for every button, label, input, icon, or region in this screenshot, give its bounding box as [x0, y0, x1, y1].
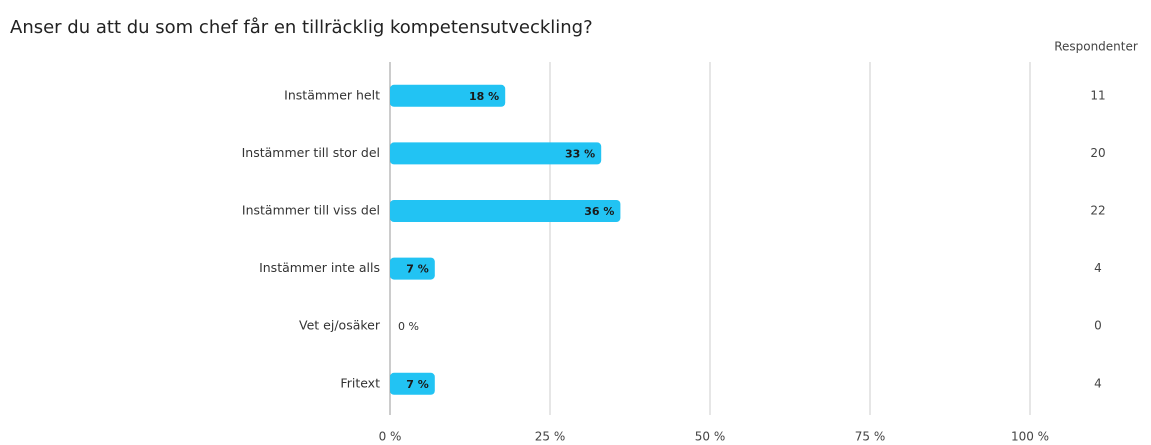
category-label: Fritext	[340, 375, 380, 390]
x-tick-label: 0 %	[379, 430, 402, 444]
x-tick-label: 100 %	[1011, 430, 1049, 444]
bar	[390, 372, 435, 395]
x-tick-label: 50 %	[695, 430, 726, 444]
value-label: 33 %	[565, 147, 595, 160]
x-tick-label: 75 %	[855, 430, 886, 444]
respondent-count: 11	[1090, 88, 1105, 102]
respondent-count: 4	[1094, 376, 1102, 390]
bar	[390, 257, 435, 280]
category-label: Instämmer inte alls	[259, 260, 380, 275]
category-label: Instämmer till stor del	[242, 145, 380, 160]
value-label: 18 %	[469, 90, 499, 103]
value-label: 7 %	[406, 378, 429, 391]
category-label: Vet ej/osäker	[299, 318, 381, 333]
category-label: Instämmer till viss del	[242, 203, 380, 218]
category-label: Instämmer helt	[284, 87, 380, 102]
bar	[390, 142, 602, 165]
bar	[390, 200, 621, 222]
respondent-count: 4	[1094, 261, 1102, 275]
respondent-count: 0	[1094, 319, 1102, 333]
bar	[390, 84, 506, 107]
respondent-count: 20	[1090, 146, 1105, 160]
respondent-count: 22	[1090, 204, 1105, 218]
value-label: 36 %	[584, 205, 614, 218]
chart-title: Anser du att du som chef får en tillräck…	[10, 17, 593, 38]
value-label: 0 %	[398, 320, 419, 333]
x-tick-label: 25 %	[535, 430, 566, 444]
respondents-header: Respondenter	[1054, 40, 1138, 54]
value-label: 7 %	[406, 263, 429, 276]
